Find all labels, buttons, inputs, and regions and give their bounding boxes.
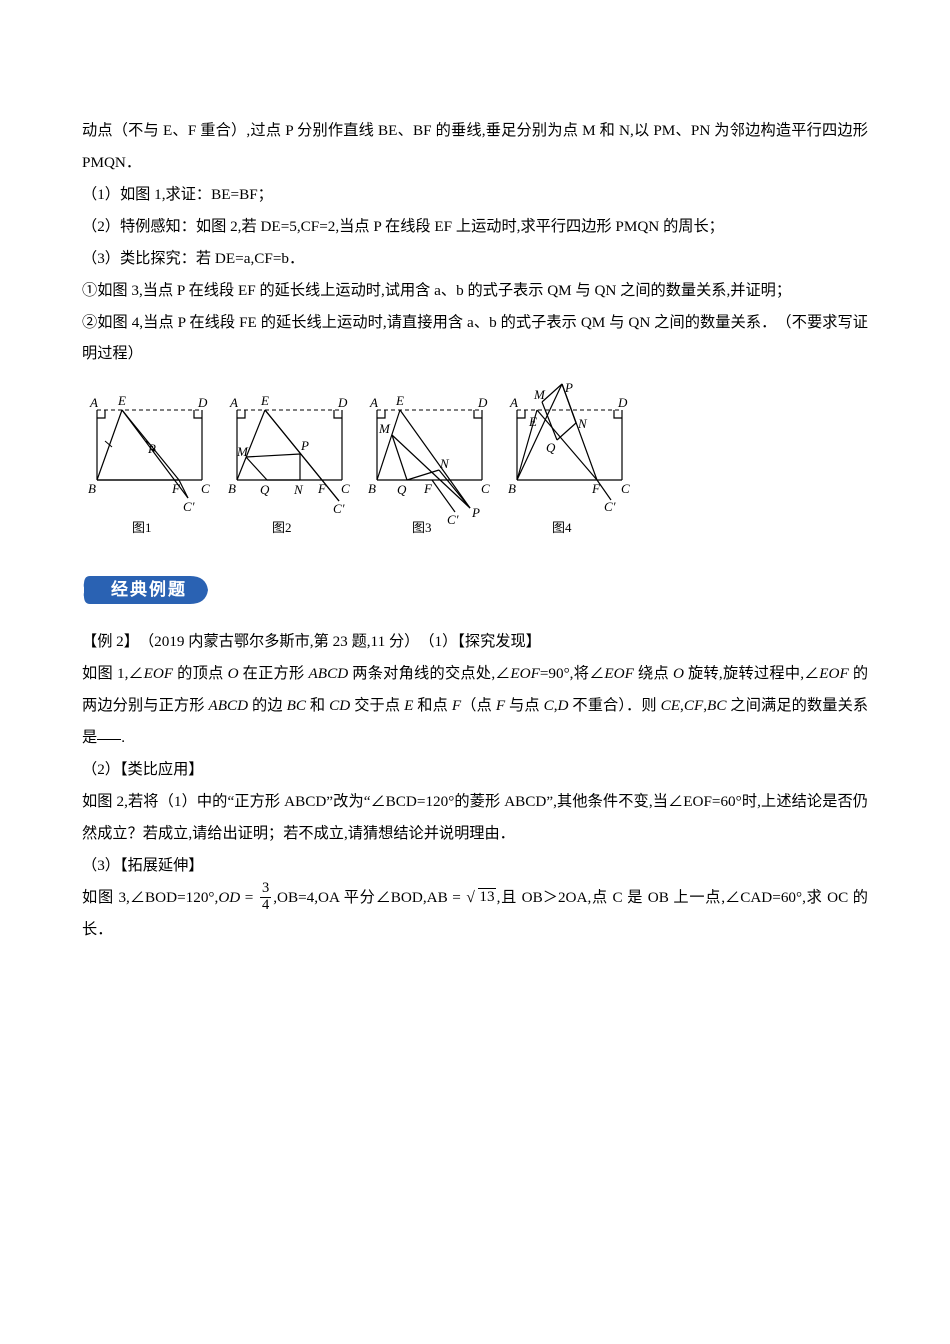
example-badge-label: 经典例题 [82,572,210,608]
svg-text:图1: 图1 [132,520,152,535]
svg-text:A: A [509,395,518,410]
text: （1）如图 1,求证：BE=BF； [82,186,273,203]
text: 如图 1,∠EOF 的顶点 O 在正方形 ABCD 两条对角线的交点处,∠EOF… [82,665,868,746]
svg-text:C′: C′ [333,501,345,516]
text: （2）【类比应用】 [82,761,204,778]
paragraph: （1）如图 1,求证：BE=BF； [82,179,868,211]
svg-text:C: C [341,481,350,496]
paragraph: ①如图 3,当点 P 在线段 EF 的延长线上运动时,试用含 a、b 的式子表示… [82,275,868,307]
svg-text:F: F [317,481,327,496]
svg-text:Q: Q [546,440,556,455]
var: OD [218,889,240,906]
paragraph: 动点（不与 E、F 重合）,过点 P 分别作直线 BE、BF 的垂线,垂足分别为… [82,115,868,179]
svg-text:P: P [471,505,480,520]
svg-text:C: C [621,481,630,496]
text: （3）【拓展延伸】 [82,857,204,874]
text: （2）特例感知：如图 2,若 DE=5,CF=2,当点 P 在线段 EF 上运动… [82,218,724,235]
svg-text:E: E [528,414,537,429]
figure-set-1: .ln{stroke:#000;stroke-width:1.2;fill:no… [82,380,868,552]
paragraph: 如图 3,∠BOD=120°,OD = 34,OB=4,OA 平分∠BOD,AB… [82,882,868,946]
text: = [240,889,258,906]
svg-text:Q: Q [397,482,407,497]
svg-text:B: B [368,481,376,496]
svg-text:P: P [564,380,573,395]
example-badge: 经典例题 [82,572,210,608]
svg-text:图3: 图3 [412,520,432,535]
svg-text:C′: C′ [447,512,459,527]
fill-blank [97,739,121,740]
svg-text:P: P [300,438,309,453]
svg-text:E: E [117,393,126,408]
svg-text:N: N [577,416,588,431]
svg-text:B: B [88,481,96,496]
svg-text:图2: 图2 [272,520,292,535]
paragraph: （2）特例感知：如图 2,若 DE=5,CF=2,当点 P 在线段 EF 上运动… [82,211,868,243]
svg-text:D: D [337,395,348,410]
fraction: 34 [260,881,271,912]
denominator: 4 [260,897,271,913]
svg-text:A: A [229,395,238,410]
svg-text:D: D [197,395,208,410]
svg-text:图4: 图4 [552,520,572,535]
figures-svg: .ln{stroke:#000;stroke-width:1.2;fill:no… [82,380,642,540]
svg-text:Q: Q [260,482,270,497]
svg-text:F: F [171,481,181,496]
svg-text:M: M [236,444,249,459]
svg-text:E: E [395,393,404,408]
svg-text:C: C [201,481,210,496]
svg-text:C′: C′ [183,499,195,514]
paragraph: ②如图 4,当点 P 在线段 FE 的延长线上运动时,请直接用含 a、b 的式子… [82,307,868,371]
numerator: 3 [260,881,271,896]
square-root: 13 [466,882,495,914]
radicand: 13 [478,888,495,905]
svg-text:D: D [617,395,628,410]
paragraph: 如图 1,∠EOF 的顶点 O 在正方形 ABCD 两条对角线的交点处,∠EOF… [82,658,868,754]
example-2-heading: 【例 2】 （2019 内蒙古鄂尔多斯市,第 23 题,11 分） （1）【探究… [82,626,868,658]
svg-text:N: N [439,456,450,471]
svg-text:C: C [481,481,490,496]
text: . [121,729,125,746]
svg-text:D: D [477,395,488,410]
svg-text:N: N [293,482,304,497]
text: 如图 2,若将（1）中的“正方形 ABCD”改为“∠BCD=120°的菱形 AB… [82,793,868,842]
svg-text:A: A [89,395,98,410]
subheading: （3）【拓展延伸】 [82,850,868,882]
text: ①如图 3,当点 P 在线段 EF 的延长线上运动时,试用含 a、b 的式子表示… [82,282,791,299]
svg-text:C′: C′ [604,499,616,514]
text: 动点（不与 E、F 重合）,过点 P 分别作直线 BE、BF 的垂线,垂足分别为… [82,122,868,171]
svg-text:E: E [260,393,269,408]
paragraph: （3）类比探究：若 DE=a,CF=b． [82,243,868,275]
svg-text:A: A [369,395,378,410]
svg-text:B: B [508,481,516,496]
svg-text:F: F [423,481,433,496]
paragraph: 如图 2,若将（1）中的“正方形 ABCD”改为“∠BCD=120°的菱形 AB… [82,786,868,850]
text: 【例 2】 （2019 内蒙古鄂尔多斯市,第 23 题,11 分） （1）【探究… [82,633,541,650]
svg-text:B: B [228,481,236,496]
subheading: （2）【类比应用】 [82,754,868,786]
svg-text:F: F [591,481,601,496]
svg-text:P: P [147,441,156,456]
text: ②如图 4,当点 P 在线段 FE 的延长线上运动时,请直接用含 a、b 的式子… [82,314,868,363]
svg-text:M: M [533,387,546,402]
svg-text:M: M [378,421,391,436]
text: （3）类比探究：若 DE=a,CF=b． [82,250,304,267]
text: ,OB=4,OA 平分∠BOD,AB = [273,889,461,906]
text: 如图 3,∠BOD=120°, [82,889,218,906]
